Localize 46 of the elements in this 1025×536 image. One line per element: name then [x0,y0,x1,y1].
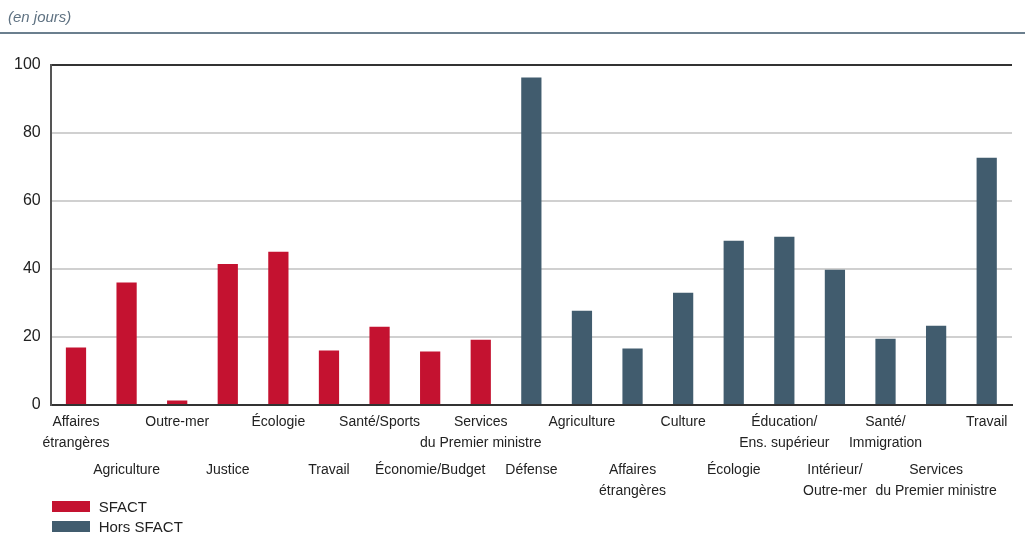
bar [925,325,947,404]
bar [217,263,238,404]
x-tick-label: Agriculture [93,460,161,477]
y-tick-label: 100 [13,55,41,73]
x-tick-label: Travail [965,412,1008,429]
y-axis-title: (en jours) [8,8,72,25]
legend-label: SFACT [98,497,148,515]
x-tick-label: Éducation/ Ens. supérieur [739,412,830,451]
bar [268,251,289,404]
bar [470,339,491,404]
x-tick-label: Outre-mer [145,412,210,429]
bar [116,282,137,404]
x-tick-label: Agriculture [548,412,616,429]
bar [571,310,593,404]
bar [622,348,643,404]
y-tick-label: 0 [31,395,41,413]
bar [65,347,87,404]
bar [369,326,390,404]
x-tick-label: Intérieur/ Outre-mer [803,460,868,499]
bar [824,269,846,404]
x-tick-label: Écologie [251,412,306,429]
x-tick-label: Justice [205,460,250,477]
bar [723,240,744,404]
y-tick-label: 80 [22,123,41,141]
bar [521,77,542,404]
bar [774,236,795,404]
x-tick-label: Affaires étrangères [42,412,110,451]
x-tick-label: Affaires étrangères [599,460,667,499]
bar [673,292,694,404]
x-tick-label: Écologie [706,460,761,477]
x-tick-label: Services du Premier ministre [420,412,542,451]
y-tick-label: 60 [22,191,41,209]
x-tick-label: Santé/ Immigration [848,412,923,451]
legend-label: Hors SFACT [98,517,183,535]
x-tick-label: Services du Premier ministre [875,460,997,499]
x-tick-label: Défense [505,460,558,477]
bar [976,157,997,404]
bar [318,350,340,404]
bar [420,351,441,404]
x-tick-label: Économie/Budget [374,460,486,477]
x-tick-label: Culture [660,412,706,429]
y-tick-label: 20 [22,327,41,345]
bar [875,338,896,404]
y-tick-label: 40 [22,259,41,277]
x-tick-label: Travail [308,460,350,477]
x-tick-label: Santé/Sports [339,412,421,429]
